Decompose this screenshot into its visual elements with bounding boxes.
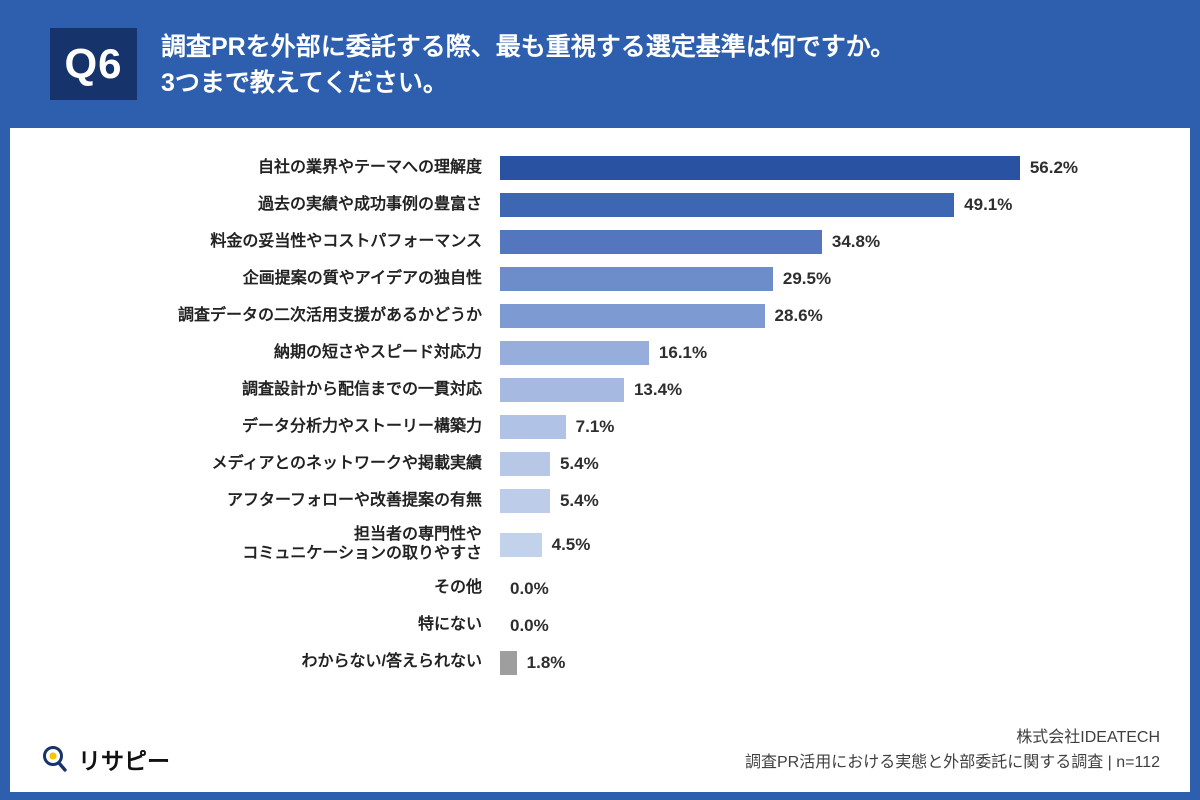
value-label: 28.6% [774, 306, 823, 325]
bar-track: 0.0% [500, 577, 1055, 601]
value-label: 1.8% [526, 652, 566, 672]
bar-track: 5.4% [500, 489, 1055, 513]
chart-row: 自社の業界やテーマへの理解度 56.2% [30, 156, 1170, 180]
bar [500, 304, 765, 328]
value-label: 49.1% [964, 195, 1013, 214]
bar-track: 4.5% [500, 532, 1055, 557]
bar-track: 34.8% [500, 230, 1055, 254]
category-label: 担当者の専門性や コミュニケーションの取りやすさ [242, 526, 482, 562]
bar [500, 378, 624, 402]
bar [500, 341, 649, 365]
bar [500, 267, 773, 291]
category-label: 料金の妥当性やコストパフォーマンス [210, 232, 482, 250]
category-label: 納期の短さやスピード対応力 [273, 343, 482, 361]
bar [500, 489, 550, 513]
chart-card: 自社の業界やテーマへの理解度 56.2% 過去の実績や成功事例の豊富さ 49.1% 料金… [10, 128, 1190, 792]
bar [500, 415, 566, 439]
chart-row: 調査データの二次活用支援があるかどうか 28.6% [30, 304, 1170, 328]
footer: リサピー 株式会社IDEATECH 調査PR活用における実態と外部委託に関する調… [40, 726, 1160, 776]
bar-track: 28.6% [500, 304, 1055, 328]
chart-row: その他 0.0% [30, 577, 1170, 601]
value-label: 4.5% [551, 534, 591, 554]
category-label: 調査設計から配信までの一貫対応 [241, 380, 482, 398]
chart-row: メディアとのネットワークや掲載実績 5.4% [30, 452, 1170, 476]
chart-row: 特にない 0.0% [30, 614, 1170, 638]
value-label: 56.2% [1029, 158, 1079, 177]
bar [500, 532, 542, 557]
category-label: わからない/答えられない [301, 653, 482, 671]
bar-track: 0.0% [500, 614, 1055, 638]
value-label: 0.0% [510, 615, 549, 635]
category-label: データ分析力やストーリー構築力 [241, 417, 482, 435]
bar [500, 452, 550, 476]
value-label: 5.4% [559, 491, 599, 510]
value-label: 13.4% [633, 380, 683, 399]
magnifier-icon [40, 744, 70, 774]
bar-track: 29.5% [500, 267, 1055, 291]
survey-note: 調査PR活用における実態と外部委託に関する調査 | n=112 [744, 754, 1160, 772]
chart-row: アフターフォローや改善提案の有無 5.4% [30, 489, 1170, 513]
value-label: 5.4% [559, 454, 599, 473]
value-label: 29.5% [782, 269, 832, 288]
category-label: メディアとのネットワークや掲載実績 [211, 454, 482, 472]
value-label: 34.8% [831, 232, 881, 251]
chart-row: わからない/答えられない 1.8% [30, 650, 1170, 675]
chart-row: 料金の妥当性やコストパフォーマンス 34.8% [30, 230, 1170, 254]
brand-logo: リサピー [40, 742, 170, 776]
chart-row: 調査設計から配信までの一貫対応 13.4% [30, 378, 1170, 402]
value-label: 0.0% [510, 578, 549, 598]
chart-row: 過去の実績や成功事例の豊富さ 49.1% [30, 193, 1170, 217]
bar-track: 56.2% [500, 156, 1078, 180]
bar [500, 650, 517, 675]
category-label: 調査データの二次活用支援があるかどうか [177, 306, 482, 324]
category-label: 企画提案の質やアイデアの独自性 [242, 269, 482, 287]
brand-name: リサピー [78, 748, 170, 774]
category-label: 自社の業界やテーマへの理解度 [257, 158, 482, 176]
company-name: 株式会社IDEATECH [1016, 729, 1160, 747]
bar [500, 193, 955, 217]
chart-row: 担当者の専門性や コミュニケーションの取りやすさ 4.5% [30, 526, 1170, 564]
bar-track: 16.1% [500, 341, 1055, 365]
category-label: アフターフォローや改善提案の有無 [226, 491, 482, 509]
bar [500, 156, 1020, 180]
chart-row: 企画提案の質やアイデアの独自性 29.5% [30, 267, 1170, 291]
chart-row: データ分析力やストーリー構築力 7.1% [30, 415, 1170, 439]
question-number-badge: Q6 [50, 28, 137, 100]
bar-track: 1.8% [500, 650, 1055, 675]
category-label: その他 [433, 579, 482, 597]
bar-track: 5.4% [500, 452, 1055, 476]
question-title: 調査PRを外部に委託する際、最も重視する選定基準は何ですか。 3つまで教えてくだ… [161, 33, 896, 97]
bar-track: 7.1% [500, 415, 1055, 439]
question-header: Q6 調査PRを外部に委託する際、最も重視する選定基準は何ですか。 3つまで教え… [0, 0, 1200, 100]
category-label: 特にない [417, 616, 482, 634]
bar-chart: 自社の業界やテーマへの理解度 56.2% 過去の実績や成功事例の豊富さ 49.1% 料金… [10, 128, 1190, 675]
value-label: 7.1% [575, 417, 615, 436]
source-info: 株式会社IDEATECH 調査PR活用における実態と外部委託に関する調査 | n… [745, 726, 1160, 776]
chart-row: 納期の短さやスピード対応力 16.1% [30, 341, 1170, 365]
bar-track: 13.4% [500, 378, 1055, 402]
category-label: 過去の実績や成功事例の豊富さ [257, 195, 482, 213]
bar [500, 230, 822, 254]
bar-track: 49.1% [500, 193, 1055, 217]
value-label: 16.1% [658, 343, 708, 362]
